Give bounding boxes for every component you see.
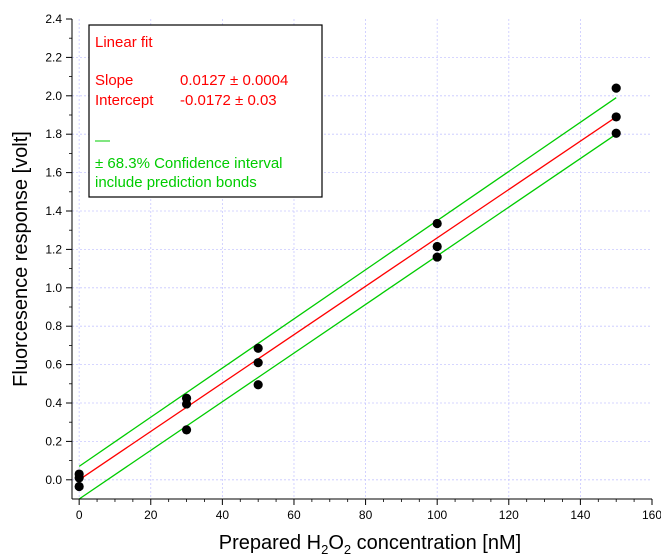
data-point <box>74 481 84 492</box>
x-tick-label: 40 <box>216 508 230 522</box>
x-axis-label: Prepared H2O2 concentration [nM] <box>219 532 521 557</box>
y-tick-label: 0.8 <box>45 319 62 333</box>
data-point <box>611 128 621 138</box>
x-axis-label-sub-2: 2 <box>344 542 351 557</box>
legend: Linear fit Slope 0.0127 ± 0.0004 Interce… <box>88 24 323 198</box>
legend-intercept-label: Intercept <box>95 92 154 109</box>
data-point <box>181 425 192 435</box>
fit-line-group <box>78 116 617 481</box>
legend-intercept-value: -0.0172 ± 0.03 <box>180 92 277 109</box>
y-tick-label: 0.0 <box>45 473 62 487</box>
legend-slope-value: 0.0127 ± 0.0004 <box>180 72 288 89</box>
data-point <box>74 473 84 483</box>
y-tick-label: 2.2 <box>45 50 62 64</box>
y-tick-label: 2.4 <box>45 12 62 26</box>
axes <box>66 18 653 505</box>
x-tick-label: 20 <box>144 508 158 522</box>
data-point <box>432 241 442 252</box>
y-tick-label: 1.2 <box>45 242 62 256</box>
x-tick-label: 80 <box>359 508 373 522</box>
y-tick-label: 1.4 <box>45 204 62 218</box>
legend-slope-label: Slope <box>95 72 133 89</box>
y-tick-labels: 0.0 0.2 0.4 0.6 0.8 1.0 1.2 1.4 1.6 1.8 2.0 2.2 2.4 <box>45 12 62 487</box>
data-point <box>253 380 263 390</box>
data-point <box>432 252 442 262</box>
y-tick-label: 2.0 <box>45 89 62 103</box>
x-axis-label-part-3: concentration [nM] <box>351 532 521 554</box>
data-point <box>181 399 192 409</box>
x-tick-label: 140 <box>570 508 590 522</box>
legend-ci-line1: ± 68.3% Confidence interval <box>95 155 283 172</box>
x-tick-label: 60 <box>287 508 301 522</box>
x-axis-label-sub-1: 2 <box>321 542 328 557</box>
y-axis-label: Fluorcesence response [volt] <box>10 131 32 387</box>
legend-title: Linear fit <box>95 34 153 51</box>
y-tick-label: 0.4 <box>45 396 62 410</box>
data-point <box>611 112 621 122</box>
fit-line <box>78 116 617 481</box>
upper-band-line <box>78 97 617 467</box>
x-tick-label: 120 <box>499 508 519 522</box>
y-tick-label: 1.6 <box>45 166 62 180</box>
data-point <box>253 343 263 353</box>
lower-band-line <box>78 133 617 500</box>
data-point <box>432 218 442 229</box>
y-tick-label: 1.8 <box>45 127 62 141</box>
x-tick-label: 160 <box>642 508 661 522</box>
x-tick-label: 0 <box>76 508 83 522</box>
x-axis-label-part-2: O <box>328 532 344 554</box>
legend-ci-line2: include prediction bonds <box>95 174 257 191</box>
y-tick-label: 0.6 <box>45 358 62 372</box>
data-point <box>611 83 621 93</box>
legend-dash: — <box>95 132 110 149</box>
x-tick-labels: 0 20 40 60 80 100 120 140 160 <box>76 508 661 522</box>
legend-box <box>88 24 323 198</box>
data-point <box>253 358 263 368</box>
data-points <box>74 83 621 492</box>
y-tick-label: 1.0 <box>45 281 62 295</box>
x-tick-label: 100 <box>427 508 447 522</box>
y-tick-label: 0.2 <box>45 434 62 448</box>
prediction-bands <box>78 97 617 500</box>
x-axis-label-part-1: Prepared H <box>219 532 321 554</box>
